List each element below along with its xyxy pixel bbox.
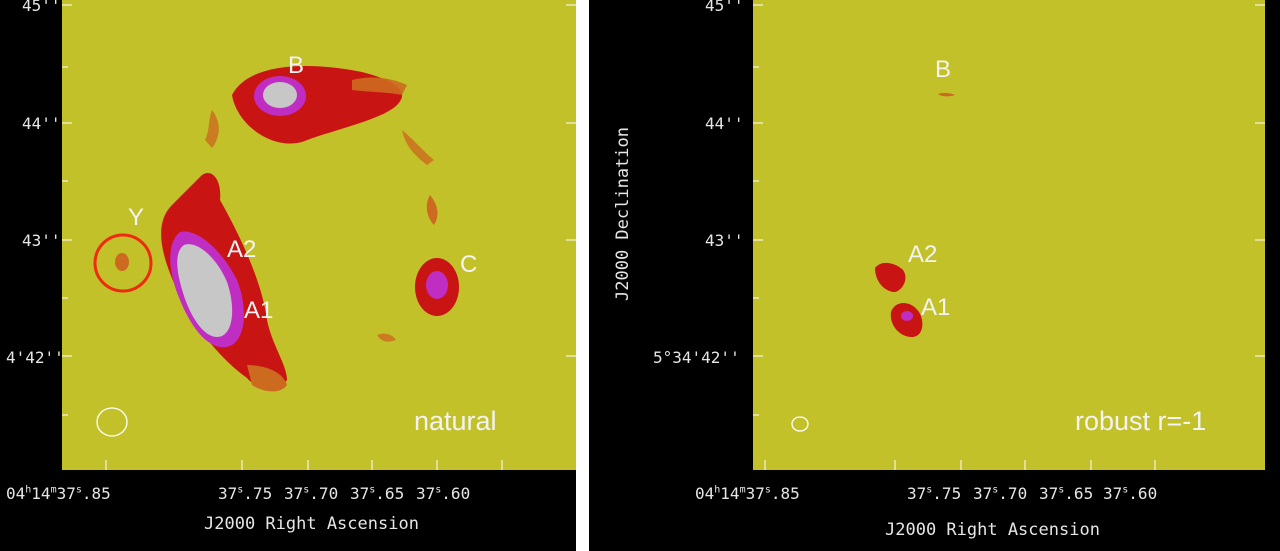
emission-map-robust	[753, 4, 1265, 470]
y-tick-44: 44''	[22, 114, 61, 133]
panel-robust: B A2 A1 robust r=-1 J2000 Declination 45…	[589, 0, 1280, 551]
source-label-c: C	[460, 251, 478, 278]
beam-ellipse-natural	[96, 407, 128, 437]
source-label-y: Y	[128, 204, 145, 231]
panel-divider	[576, 0, 589, 551]
x-tick-75: 37s.75	[218, 484, 273, 503]
panel-natural: B Y A2 A1 C natural 45'' 44'' 43'' 4'42'…	[0, 0, 576, 551]
x-tick-70: 37s.70	[973, 484, 1028, 503]
y-axis-title-right: J2000 Declination	[613, 127, 633, 301]
panel-label-robust: robust r=-1	[1075, 406, 1207, 436]
y-tick-44: 44''	[705, 114, 744, 133]
y-tick-43: 43''	[705, 231, 744, 250]
x-tick-85: 04h14m37s.85	[695, 484, 800, 503]
image-plot-robust: B A2 A1 robust r=-1	[753, 0, 1265, 470]
y-tick-45: 45''	[22, 0, 61, 15]
source-label-a2: A2	[227, 236, 257, 263]
source-label-a1: A1	[244, 297, 274, 324]
x-tick-85: 04h14m37s.85	[6, 484, 111, 503]
marker-circle-y	[93, 233, 153, 293]
y-tick-42: 5°34'42''	[653, 348, 740, 367]
source-label-b: B	[935, 56, 952, 83]
y-tick-45: 45''	[705, 0, 744, 15]
y-tick-43: 43''	[22, 231, 61, 250]
x-axis-title-left: J2000 Right Ascension	[204, 514, 419, 534]
x-tick-65: 37s.65	[1039, 484, 1094, 503]
x-tick-70: 37s.70	[284, 484, 339, 503]
image-plot-natural: B Y A2 A1 C natural	[62, 0, 576, 470]
source-label-a1: A1	[921, 294, 951, 321]
source-label-a2: A2	[908, 241, 938, 268]
x-tick-75: 37s.75	[907, 484, 962, 503]
beam-ellipse-robust	[791, 416, 809, 432]
source-label-b: B	[288, 52, 305, 79]
x-tick-60: 37s.60	[1103, 484, 1158, 503]
panel-label-natural: natural	[414, 406, 497, 436]
emission-map-natural	[62, 4, 576, 470]
x-axis-title-right: J2000 Right Ascension	[885, 520, 1100, 540]
x-tick-60: 37s.60	[416, 484, 471, 503]
y-tick-42: 4'42''	[6, 348, 64, 367]
x-tick-65: 37s.65	[350, 484, 405, 503]
